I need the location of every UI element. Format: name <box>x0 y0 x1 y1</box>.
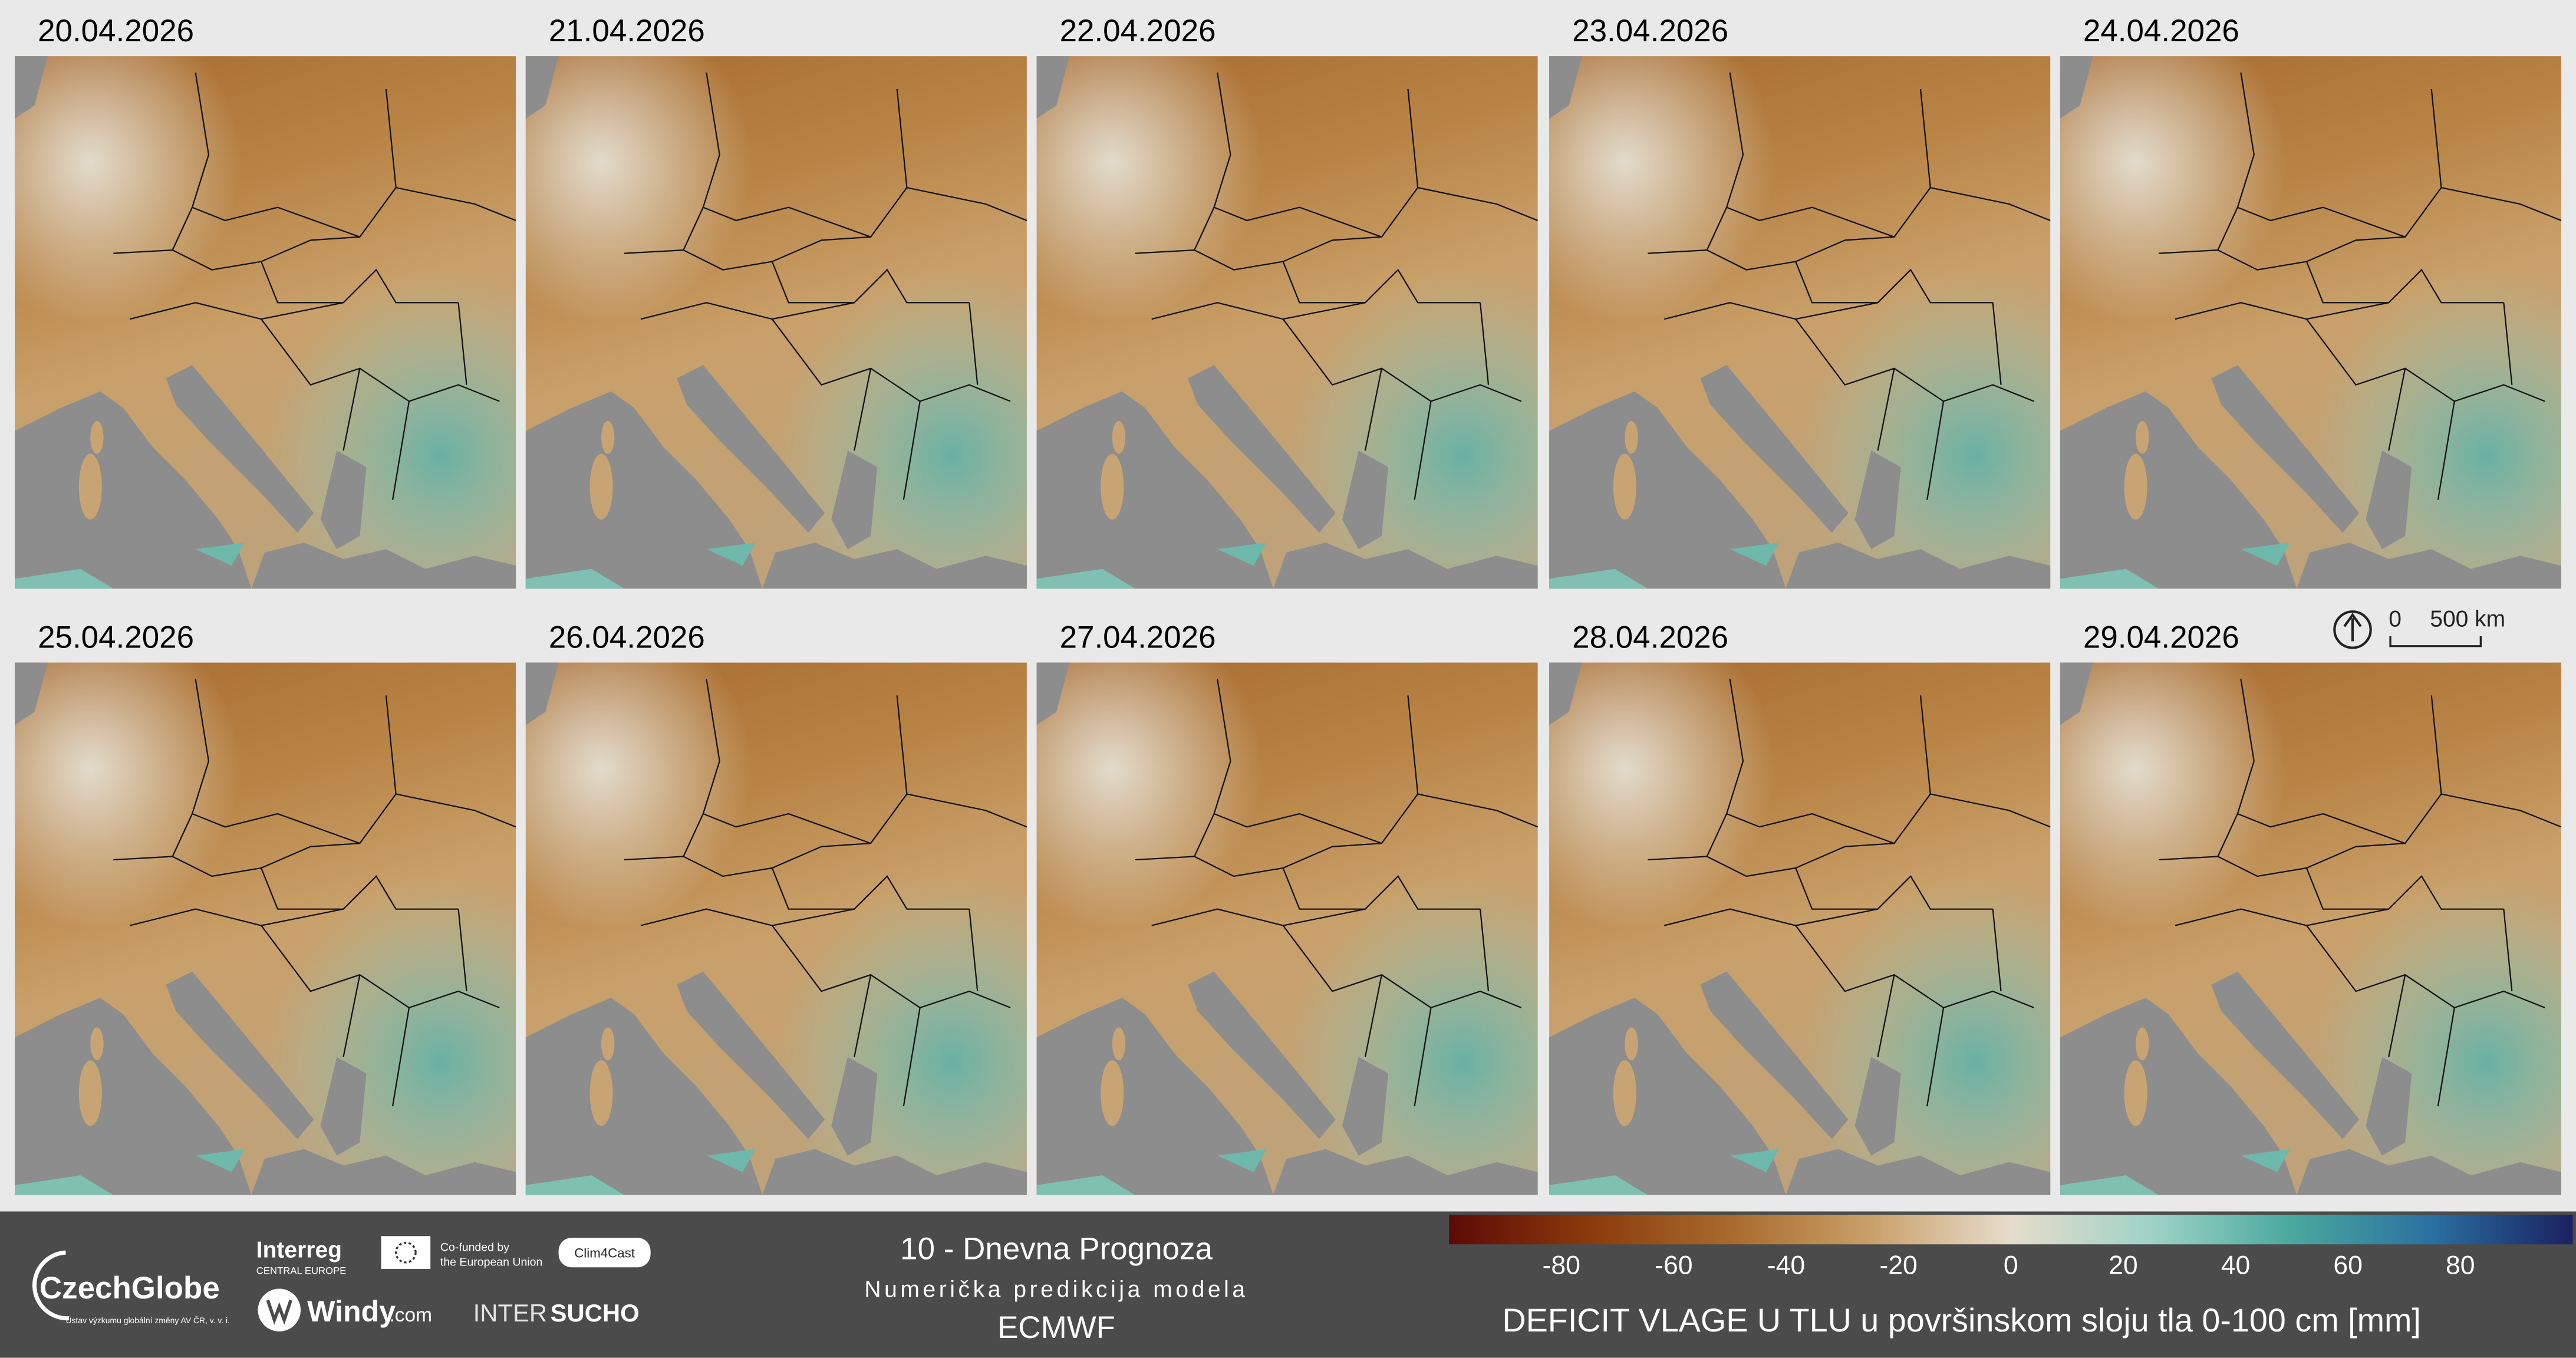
map-panel <box>2059 662 2562 1196</box>
panel-date: 29.04.2026 <box>2083 620 2239 655</box>
czechglobe-icon <box>32 1250 70 1321</box>
eu-line1: Co-funded by <box>440 1241 509 1254</box>
map-panel <box>2059 55 2562 590</box>
map-panel <box>1036 662 1539 1196</box>
scale-bar: 0 500 km <box>2333 606 2505 649</box>
intersucho-a: INTER <box>473 1299 547 1327</box>
panel-date: 20.04.2026 <box>38 14 194 48</box>
map-panel <box>1549 662 2051 1196</box>
scale-line <box>2389 636 2482 647</box>
map-panel <box>1549 55 2051 590</box>
map-panel <box>525 55 1027 590</box>
interreg-logo: Interreg <box>256 1238 342 1263</box>
intersucho-b: SUCHO <box>551 1299 640 1327</box>
colorbar-tick-label: 60 <box>2333 1251 2363 1280</box>
map-panel <box>14 55 517 590</box>
scale-end: 500 km <box>2430 606 2505 632</box>
panel-date: 23.04.2026 <box>1572 14 1728 48</box>
colorbar-ramp <box>1449 1215 2573 1245</box>
map-grid: 20.04.2026 21.04.2026 22.04.2026 23.04.2026… <box>14 14 2562 1196</box>
footer-title: 10 - Dnevna Prognoza <box>900 1231 1213 1266</box>
colorbar-tick-label: 20 <box>2109 1251 2138 1280</box>
colorbar-tick-label: -20 <box>1879 1251 1917 1280</box>
colorbar-tick-label: -80 <box>1543 1251 1580 1280</box>
eu-stars <box>394 1241 417 1264</box>
windy-logo: Windy <box>307 1295 396 1328</box>
colorbar-tick-label: -60 <box>1655 1251 1692 1280</box>
north-arrow <box>2333 610 2372 649</box>
windy-com: .com <box>390 1304 432 1326</box>
colorbar-label: DEFICIT VLAGE U TLU u površinskom sloju … <box>1502 1302 2421 1339</box>
map-panel <box>1036 55 1539 590</box>
panel-date: 21.04.2026 <box>549 14 705 48</box>
eu-flag <box>381 1236 431 1270</box>
windy-w <box>266 1300 292 1325</box>
logos: CzechGlobe Ústav výzkumu globální změny … <box>32 1236 651 1331</box>
clim4cast-badge <box>558 1238 651 1268</box>
footer-subtitle: Numerička predikcija modela <box>864 1277 1248 1302</box>
colorbar-tick-label: 80 <box>2446 1251 2475 1280</box>
eu-line2: the European Union <box>440 1255 542 1268</box>
map-panel <box>14 662 517 1196</box>
footer-model: ECMWF <box>997 1310 1115 1345</box>
panel-date: 26.04.2026 <box>549 620 705 655</box>
panel-date: 24.04.2026 <box>2083 14 2239 48</box>
colorbar: DEFICIT VLAGE U TLU u površinskom sloju … <box>1449 1215 2573 1339</box>
map-panel <box>525 662 1027 1196</box>
panel-date: 22.04.2026 <box>1060 14 1216 48</box>
colorbar-tick-label: 0 <box>2004 1251 2018 1280</box>
panel-date: 25.04.2026 <box>38 620 194 655</box>
czechglobe-sub: Ústav výzkumu globální změny AV ČR, v. v… <box>65 1316 230 1325</box>
clim4cast-logo: Clim4Cast <box>574 1246 635 1261</box>
czechglobe-logo: CzechGlobe <box>39 1271 220 1306</box>
north-arrow-head <box>2343 613 2362 642</box>
interreg-sub: CENTRAL EUROPE <box>256 1265 347 1276</box>
panel-date: 28.04.2026 <box>1572 620 1728 655</box>
colorbar-tick-label: -40 <box>1767 1251 1805 1280</box>
colorbar-tick-label: 40 <box>2221 1251 2251 1280</box>
scale-start: 0 <box>2389 606 2402 632</box>
panel-date: 27.04.2026 <box>1060 620 1216 655</box>
